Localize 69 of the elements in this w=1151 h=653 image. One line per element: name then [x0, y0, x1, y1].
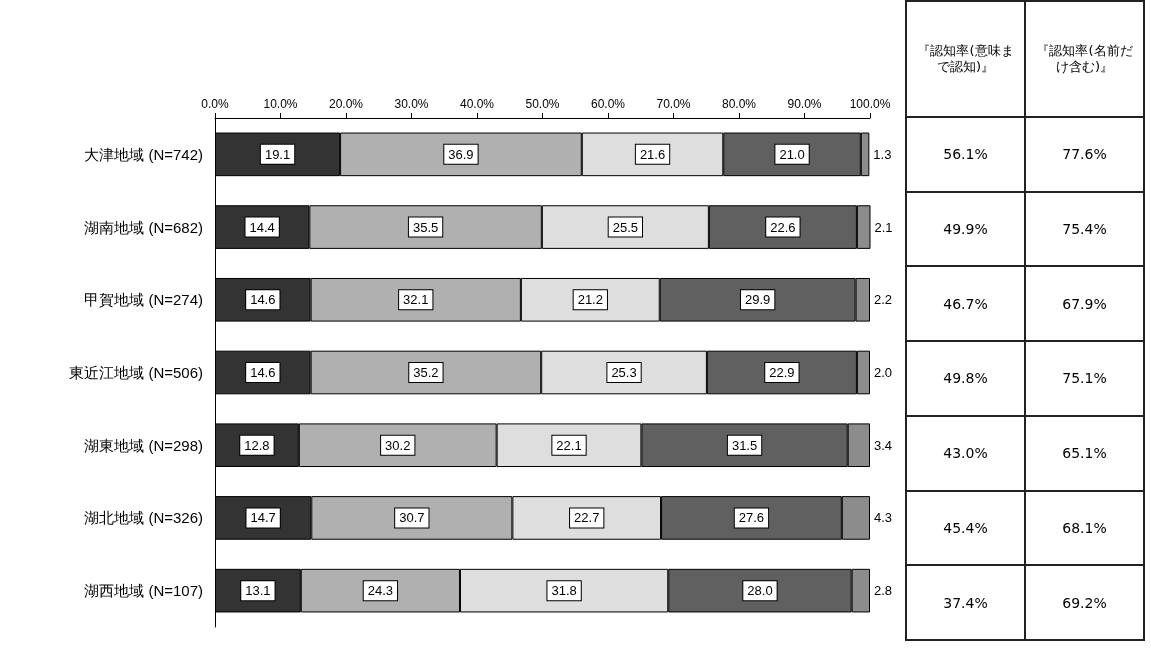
text: 67.9% — [1025, 266, 1144, 342]
text: 75.4% — [1025, 191, 1144, 267]
y-tick-label: 湖西地域 (N=107) — [84, 582, 203, 600]
x-tick-label: 80.0% — [721, 97, 757, 111]
data-label: 30.7 — [399, 510, 425, 526]
data-label: 27.6 — [738, 510, 765, 526]
data-label: 14.7 — [250, 510, 276, 526]
data-label: 28.0 — [747, 583, 773, 599]
data-label: 19.1 — [264, 146, 291, 162]
text: 49.8% — [906, 341, 1025, 416]
y-tick-label: 大津地域 (N=742) — [84, 145, 203, 163]
data-label: 2.1 — [874, 219, 893, 235]
text: 68.1% — [1025, 490, 1144, 566]
x-tick-label: 100.0% — [849, 97, 891, 111]
text: 46.7% — [906, 266, 1025, 342]
data-label: 2.0 — [874, 365, 893, 380]
data-label: 22.6 — [770, 219, 796, 235]
x-tick-label: 50.0% — [525, 97, 560, 111]
text: 75.1% — [1025, 341, 1144, 416]
data-label: 35.5 — [412, 219, 439, 235]
data-label: 31.5 — [731, 437, 758, 453]
x-tick-label: 40.0% — [459, 97, 495, 111]
data-label: 29.9 — [745, 292, 771, 308]
text: 37.4% — [906, 565, 1025, 640]
data-label: 21.2 — [577, 292, 603, 308]
data-label: 1.3 — [873, 146, 892, 162]
x-tick-label: 0.0% — [201, 97, 229, 111]
category-label: 『認知率(名前だけ含む)』 — [1025, 1, 1144, 117]
data-label: 14.6 — [250, 365, 276, 380]
text: 49.9% — [906, 191, 1025, 267]
y-tick-label: 湖北地域 (N=326) — [84, 509, 203, 527]
data-label: 12.8 — [244, 437, 270, 453]
x-tick-label: 90.0% — [787, 97, 822, 111]
y-tick-label: 東近江地域 (N=506) — [69, 364, 203, 381]
x-tick-label: 60.0% — [590, 97, 626, 111]
data-label: 14.4 — [249, 219, 275, 235]
y-tick-label: 甲賀地域 (N=274) — [84, 291, 203, 309]
data-label: 22.1 — [556, 437, 582, 453]
data-label: 35.2 — [413, 365, 439, 380]
data-label: 31.8 — [551, 583, 577, 599]
data-label: 22.7 — [574, 510, 600, 526]
data-label: 14.6 — [250, 292, 276, 308]
data-label: 21.6 — [639, 146, 666, 162]
text: 65.1% — [1025, 415, 1144, 491]
y-tick-label: 湖南地域 (N=682) — [84, 218, 203, 236]
data-label: 13.1 — [245, 583, 271, 599]
text: 56.1% — [906, 117, 1025, 192]
y-tick-label: 湖東地域 (N=298) — [84, 436, 203, 454]
category-label: 『認知率(意味まで認知)』 — [906, 1, 1025, 117]
data-label: 36.9 — [448, 146, 474, 162]
text: 45.4% — [906, 490, 1025, 566]
text: 77.6% — [1025, 117, 1144, 192]
data-label: 25.5 — [612, 219, 639, 235]
x-tick-label: 70.0% — [656, 97, 691, 111]
data-label: 2.8 — [874, 583, 893, 599]
data-label: 22.9 — [769, 365, 795, 380]
data-label: 24.3 — [367, 583, 394, 599]
x-tick-label: 10.0% — [263, 97, 298, 111]
data-label: 25.3 — [611, 365, 637, 380]
data-label: 4.3 — [874, 510, 893, 526]
text: 43.0% — [906, 415, 1025, 491]
data-label: 30.2 — [385, 437, 411, 453]
data-label: 21.0 — [779, 146, 805, 162]
data-label: 2.2 — [874, 292, 893, 308]
data-label: 3.4 — [874, 437, 893, 453]
data-label: 32.1 — [403, 292, 429, 308]
text: 69.2% — [1025, 565, 1144, 640]
x-tick-label: 30.0% — [394, 97, 429, 111]
x-tick-label: 20.0% — [328, 97, 364, 111]
